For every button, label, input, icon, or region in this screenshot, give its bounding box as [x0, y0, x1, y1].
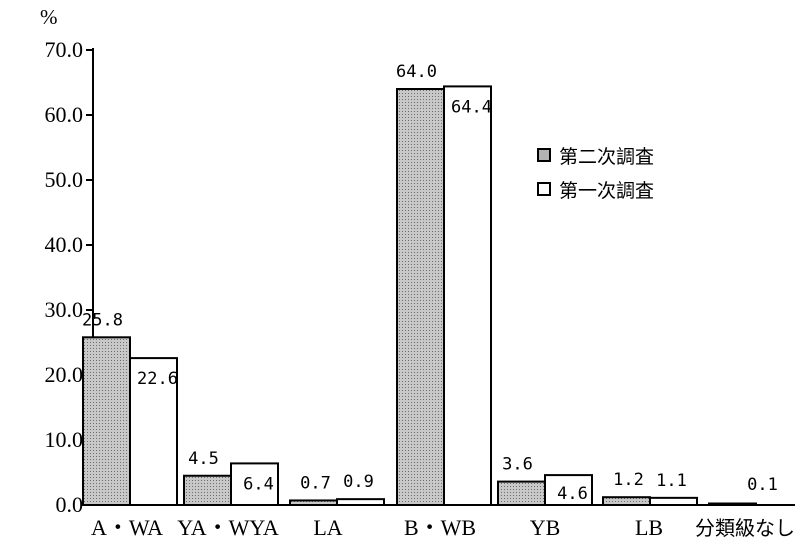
- data-label: 25.8: [82, 310, 123, 330]
- y-unit-label: %: [40, 5, 58, 29]
- legend-item-series-1: 第一次調査: [537, 172, 654, 206]
- bar-series-1-5: [649, 496, 698, 507]
- y-tick-label: 10.0: [45, 427, 84, 452]
- data-label: 3.6: [502, 455, 533, 475]
- bar-series-0-5: [602, 496, 651, 507]
- x-tick-label: YB: [530, 515, 561, 540]
- y-tick-label: 70.0: [45, 37, 84, 62]
- data-label: 0.9: [343, 472, 374, 492]
- legend-swatch-series-2: [537, 148, 551, 162]
- y-axis-ticks: 0.0 10.0 20.0 30.0 40.0 50.0 60.0 70.0: [45, 37, 93, 517]
- y-tick-label: 0.0: [56, 492, 84, 517]
- data-label: 22.6: [137, 369, 178, 389]
- data-labels: 25.8 22.6 4.5 6.4 0.7 0.9 64.0 64.4 3.6 4.6 1.2 1.1…: [82, 62, 778, 504]
- bar-series-1-0: [129, 357, 178, 506]
- bar-series-1-2: [336, 498, 385, 506]
- data-label: 1.2: [613, 470, 644, 490]
- y-tick-label: 40.0: [45, 232, 84, 257]
- legend-label-series-2: 第二次調査: [559, 145, 655, 168]
- x-tick-label: LA: [313, 515, 342, 540]
- data-label: 0.7: [300, 473, 331, 493]
- bar-series-0-4: [497, 480, 546, 507]
- bars: [82, 85, 757, 507]
- x-tick-label: 分類級なし: [695, 516, 795, 540]
- bar-series-0-0: [82, 336, 131, 506]
- legend-item-series-2: 第二次調査: [537, 138, 654, 172]
- y-tick-label: 30.0: [45, 297, 84, 322]
- bar-series-0-1: [183, 474, 232, 506]
- x-tick-label: YA・WYA: [177, 515, 279, 540]
- legend: 第二次調査 第一次調査: [537, 138, 654, 206]
- bar-series-0-6: [708, 502, 757, 506]
- x-tick-label: A・WA: [91, 515, 163, 540]
- bar-series-0-2: [289, 499, 338, 507]
- data-label: 4.5: [188, 449, 219, 469]
- y-tick-label: 60.0: [45, 102, 84, 127]
- legend-label-series-1: 第一次調査: [559, 179, 655, 202]
- data-label: 4.6: [557, 484, 588, 504]
- bar-series-1-3: [443, 85, 492, 507]
- legend-swatch-series-1: [537, 182, 551, 196]
- bar-series-0-3: [396, 88, 445, 506]
- y-tick-label: 50.0: [45, 167, 84, 192]
- x-axis-labels: A・WA YA・WYA LA B・WB YB LB 分類級なし: [91, 515, 795, 540]
- y-tick-label: 20.0: [45, 362, 84, 387]
- data-label: 1.1: [656, 471, 687, 491]
- x-tick-label: LB: [635, 515, 663, 540]
- bar-series-1-4: [544, 474, 593, 507]
- data-label: 0.1: [747, 475, 778, 495]
- data-label: 6.4: [243, 474, 274, 494]
- x-tick-label: B・WB: [404, 515, 476, 540]
- data-label: 64.4: [451, 97, 492, 117]
- data-label: 64.0: [396, 62, 437, 82]
- bar-series-1-1: [230, 462, 279, 506]
